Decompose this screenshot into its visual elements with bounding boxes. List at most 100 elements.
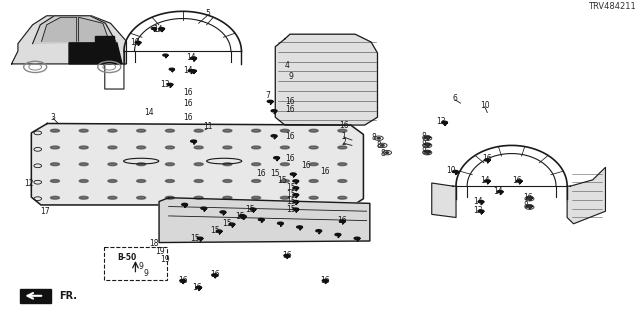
Text: 16: 16 (285, 154, 295, 163)
Text: 15: 15 (287, 183, 296, 192)
Polygon shape (229, 223, 235, 227)
Polygon shape (188, 69, 194, 74)
Ellipse shape (137, 196, 146, 199)
Ellipse shape (79, 180, 88, 182)
Polygon shape (250, 208, 256, 212)
Text: 15: 15 (287, 204, 296, 213)
Ellipse shape (108, 180, 117, 182)
Polygon shape (293, 201, 299, 205)
Text: 14: 14 (493, 187, 502, 196)
Ellipse shape (252, 180, 260, 182)
Ellipse shape (338, 196, 347, 199)
Ellipse shape (79, 129, 88, 132)
Polygon shape (216, 230, 222, 234)
Ellipse shape (280, 196, 289, 199)
Text: 19: 19 (160, 255, 170, 264)
Text: 16: 16 (523, 193, 532, 202)
Text: 9: 9 (143, 269, 148, 278)
Ellipse shape (280, 146, 289, 149)
Ellipse shape (194, 196, 203, 199)
Ellipse shape (252, 196, 260, 199)
Polygon shape (424, 136, 430, 140)
Ellipse shape (166, 129, 174, 132)
Circle shape (381, 145, 384, 146)
Polygon shape (69, 36, 114, 49)
Text: TRV484211: TRV484211 (588, 2, 636, 11)
Polygon shape (159, 28, 164, 32)
Ellipse shape (137, 146, 146, 149)
Text: 10: 10 (480, 101, 490, 110)
Polygon shape (42, 17, 77, 41)
Circle shape (426, 145, 429, 146)
Text: 9: 9 (139, 262, 143, 271)
Polygon shape (293, 187, 299, 191)
Ellipse shape (223, 180, 232, 182)
Polygon shape (241, 215, 246, 220)
Polygon shape (274, 157, 280, 161)
Polygon shape (191, 57, 196, 61)
Polygon shape (322, 279, 328, 284)
Polygon shape (79, 17, 109, 41)
Text: 16: 16 (285, 97, 295, 106)
Ellipse shape (51, 163, 60, 166)
Text: 15: 15 (271, 169, 280, 178)
Text: 7: 7 (265, 91, 270, 100)
Ellipse shape (280, 163, 289, 166)
Text: 15: 15 (287, 190, 296, 199)
Polygon shape (497, 190, 503, 195)
Circle shape (426, 138, 429, 139)
Polygon shape (484, 159, 490, 163)
Polygon shape (297, 226, 303, 230)
Text: 15: 15 (191, 234, 200, 243)
Text: 14: 14 (144, 108, 154, 117)
Text: 16: 16 (183, 99, 193, 108)
Polygon shape (259, 218, 264, 223)
Ellipse shape (51, 196, 60, 199)
Ellipse shape (309, 196, 318, 199)
Ellipse shape (223, 163, 232, 166)
Ellipse shape (51, 129, 60, 132)
Text: 14: 14 (474, 197, 483, 206)
Text: 5: 5 (206, 9, 211, 18)
Ellipse shape (338, 163, 347, 166)
Text: 2: 2 (341, 138, 346, 147)
Polygon shape (163, 54, 168, 58)
Polygon shape (12, 16, 127, 64)
Polygon shape (339, 220, 345, 224)
Polygon shape (484, 180, 490, 184)
Polygon shape (135, 41, 141, 46)
Ellipse shape (166, 180, 174, 182)
Text: 15: 15 (287, 197, 296, 206)
Ellipse shape (223, 196, 232, 199)
Text: 16: 16 (320, 167, 330, 176)
Ellipse shape (223, 129, 232, 132)
Polygon shape (167, 83, 173, 88)
Polygon shape (478, 201, 484, 205)
Ellipse shape (309, 180, 318, 182)
Ellipse shape (280, 180, 289, 182)
Text: 14: 14 (480, 176, 490, 185)
Polygon shape (424, 150, 430, 155)
Ellipse shape (108, 196, 117, 199)
Polygon shape (212, 274, 218, 278)
Ellipse shape (338, 146, 347, 149)
Ellipse shape (51, 146, 60, 149)
Polygon shape (354, 237, 360, 242)
Polygon shape (196, 286, 202, 291)
Text: 16: 16 (257, 169, 266, 178)
Text: 13: 13 (474, 206, 483, 215)
Ellipse shape (79, 163, 88, 166)
Text: 8: 8 (524, 201, 528, 210)
Text: 16: 16 (285, 132, 295, 140)
Polygon shape (442, 121, 447, 125)
Text: 14: 14 (154, 25, 163, 34)
Ellipse shape (309, 129, 318, 132)
Text: 15: 15 (210, 227, 220, 236)
Text: 16: 16 (337, 216, 347, 225)
Ellipse shape (79, 146, 88, 149)
Text: 18: 18 (149, 239, 159, 248)
Polygon shape (191, 57, 196, 61)
Text: 10: 10 (130, 37, 140, 46)
Polygon shape (169, 68, 175, 72)
Text: 3: 3 (51, 113, 56, 122)
